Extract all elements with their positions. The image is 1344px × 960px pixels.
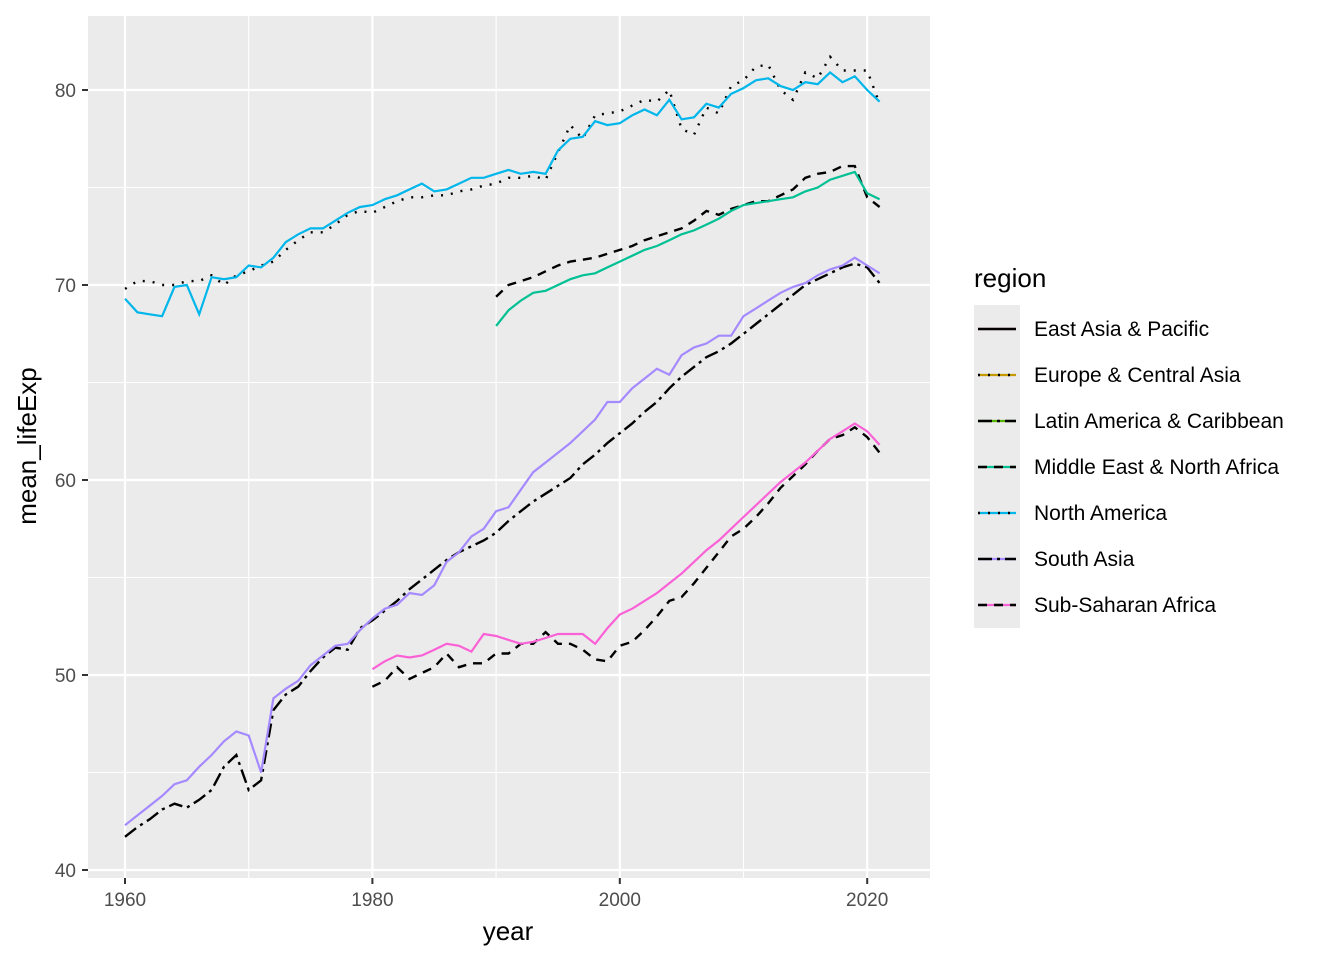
- legend-keys: East Asia & Pacific Europe & Central Asia…: [974, 305, 1284, 628]
- panel-background: [88, 16, 930, 878]
- legend-label-east-asia-pacific: East Asia & Pacific: [1034, 318, 1209, 341]
- legend-label-latin-america-caribbean: Latin America & Caribbean: [1034, 410, 1284, 433]
- axes: 1960 1980 2000 2020 40 50 60 70 80: [55, 81, 888, 911]
- legend: region East Asia & Pacific Europe & Centr…: [974, 263, 1284, 628]
- legend-label-sub-saharan-africa: Sub-Saharan Africa: [1034, 594, 1216, 617]
- series-lines: [124, 54, 881, 838]
- legend-label-europe-central-asia: Europe & Central Asia: [1034, 364, 1241, 387]
- x-tick-label: 2020: [846, 890, 888, 911]
- x-tick-label: 2000: [599, 890, 641, 911]
- series-line-middle-east-north-africa: [495, 170, 881, 327]
- series-overlay-line-middle-east-north-africa: [495, 164, 881, 298]
- x-axis-title: year: [483, 916, 534, 946]
- y-tick-label: 50: [55, 666, 76, 687]
- legend-label-south-asia: South Asia: [1034, 548, 1135, 571]
- series-overlay-line-sub-saharan-africa: [371, 425, 881, 688]
- legend-title: region: [974, 263, 1046, 293]
- y-tick-label: 60: [55, 471, 76, 492]
- y-tick-label: 40: [55, 861, 76, 882]
- series-line-north-america: [124, 70, 881, 318]
- series-line-south-asia: [124, 256, 881, 827]
- legend-label-middle-east-north-africa: Middle East & North Africa: [1034, 456, 1279, 479]
- y-axis-title: mean_lifeExp: [12, 367, 42, 525]
- y-tick-label: 70: [55, 276, 76, 297]
- series-line-sub-saharan-africa: [371, 422, 881, 671]
- series-overlay-line-south-asia: [124, 262, 881, 838]
- x-tick-label: 1980: [351, 890, 393, 911]
- legend-label-north-america: North America: [1034, 502, 1167, 525]
- y-tick-label: 80: [55, 81, 76, 102]
- plot-panel: [88, 16, 930, 878]
- x-tick-label: 1960: [104, 890, 146, 911]
